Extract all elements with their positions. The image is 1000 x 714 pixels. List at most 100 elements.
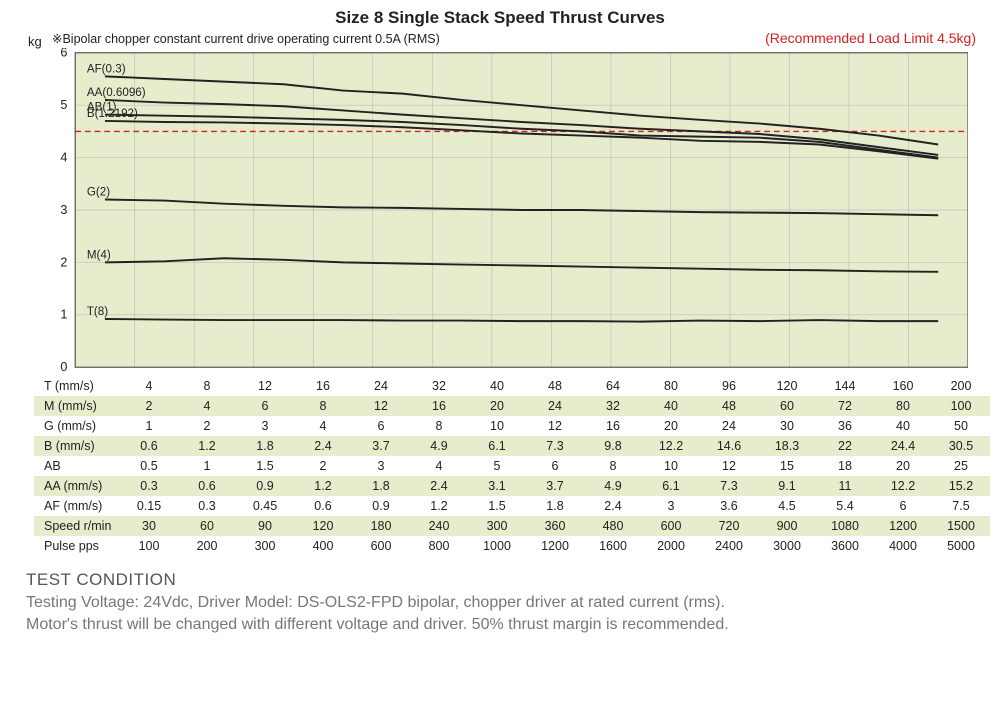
table-cell: 1000 — [468, 536, 526, 556]
table-cell: 72 — [816, 396, 874, 416]
table-cell: 16 — [294, 376, 352, 396]
table-cell: 14.6 — [700, 436, 758, 456]
test-condition-block: TEST CONDITION Testing Voltage: 24Vdc, D… — [26, 570, 982, 635]
table-cell: 6 — [874, 496, 932, 516]
table-cell: 2 — [120, 396, 178, 416]
table-cell: 1200 — [874, 516, 932, 536]
y-tick-label: 3 — [60, 203, 67, 217]
series-label: M(4) — [87, 249, 111, 262]
row-header: AB — [34, 456, 120, 476]
table-cell: 20 — [874, 456, 932, 476]
table-cell: 5 — [468, 456, 526, 476]
table-cell: 48 — [700, 396, 758, 416]
chart-area: 0123456AF(0.3)AA(0.6096)AB(1)B(1.2192)G(… — [48, 48, 982, 372]
table-cell: 600 — [642, 516, 700, 536]
table-row: AB0.511.5234568101215182025 — [34, 456, 990, 476]
row-header: Speed r/min — [34, 516, 120, 536]
table-cell: 2 — [294, 456, 352, 476]
table-cell: 3.7 — [526, 476, 584, 496]
table-cell: 12 — [700, 456, 758, 476]
table-cell: 22 — [816, 436, 874, 456]
table-cell: 9.8 — [584, 436, 642, 456]
table-cell: 8 — [294, 396, 352, 416]
row-header: AA (mm/s) — [34, 476, 120, 496]
table-cell: 900 — [758, 516, 816, 536]
table-cell: 1080 — [816, 516, 874, 536]
y-tick-label: 2 — [60, 255, 67, 269]
y-axis-unit: kg — [28, 34, 42, 49]
table-cell: 30 — [120, 516, 178, 536]
table-cell: 16 — [584, 416, 642, 436]
table-cell: 16 — [410, 396, 468, 416]
table-cell: 18.3 — [758, 436, 816, 456]
table-cell: 10 — [468, 416, 526, 436]
table-cell: 7.5 — [932, 496, 990, 516]
table-cell: 40 — [874, 416, 932, 436]
table-cell: 600 — [352, 536, 410, 556]
table-cell: 1.8 — [352, 476, 410, 496]
y-tick-label: 4 — [60, 150, 67, 164]
table-cell: 0.6 — [120, 436, 178, 456]
table-cell: 100 — [120, 536, 178, 556]
row-header: B (mm/s) — [34, 436, 120, 456]
table-cell: 3.7 — [352, 436, 410, 456]
table-cell: 6.1 — [642, 476, 700, 496]
series-label: AA(0.6096) — [87, 86, 146, 99]
table-cell: 0.5 — [120, 456, 178, 476]
table-cell: 0.6 — [178, 476, 236, 496]
table-cell: 3600 — [816, 536, 874, 556]
table-row: G (mm/s)123468101216202430364050 — [34, 416, 990, 436]
table-cell: 9.1 — [758, 476, 816, 496]
table-cell: 36 — [816, 416, 874, 436]
table-cell: 240 — [410, 516, 468, 536]
y-tick-label: 1 — [60, 308, 67, 322]
table-cell: 24 — [352, 376, 410, 396]
table-cell: 32 — [410, 376, 468, 396]
table-cell: 120 — [294, 516, 352, 536]
table-cell: 8 — [584, 456, 642, 476]
row-header: AF (mm/s) — [34, 496, 120, 516]
table-cell: 6 — [236, 396, 294, 416]
series-label: B(1.2192) — [87, 107, 138, 120]
table-row: M (mm/s)246812162024324048607280100 — [34, 396, 990, 416]
table-cell: 2.4 — [294, 436, 352, 456]
table-cell: 3 — [236, 416, 294, 436]
table-cell: 2.4 — [410, 476, 468, 496]
table-cell: 1.8 — [526, 496, 584, 516]
table-row: AA (mm/s)0.30.60.91.21.82.43.13.74.96.17… — [34, 476, 990, 496]
table-cell: 120 — [758, 376, 816, 396]
table-cell: 12.2 — [642, 436, 700, 456]
table-cell: 300 — [236, 536, 294, 556]
table-cell: 12.2 — [874, 476, 932, 496]
table-cell: 1500 — [932, 516, 990, 536]
table-cell: 3.1 — [468, 476, 526, 496]
table-cell: 0.6 — [294, 496, 352, 516]
table-cell: 7.3 — [526, 436, 584, 456]
table-cell: 24.4 — [874, 436, 932, 456]
table-cell: 144 — [816, 376, 874, 396]
test-condition-line2: Motor's thrust will be changed with diff… — [26, 614, 982, 636]
table-cell: 1.2 — [294, 476, 352, 496]
table-cell: 200 — [932, 376, 990, 396]
table-cell: 30.5 — [932, 436, 990, 456]
y-tick-label: 6 — [60, 48, 67, 60]
series-label: G(2) — [87, 186, 110, 199]
table-cell: 720 — [700, 516, 758, 536]
table-cell: 6 — [352, 416, 410, 436]
table-cell: 400 — [294, 536, 352, 556]
row-header: M (mm/s) — [34, 396, 120, 416]
table-cell: 480 — [584, 516, 642, 536]
series-label: AF(0.3) — [87, 62, 126, 75]
table-cell: 4.9 — [410, 436, 468, 456]
y-tick-label: 5 — [60, 98, 67, 112]
table-cell: 1.8 — [236, 436, 294, 456]
table-cell: 4 — [178, 396, 236, 416]
load-limit-warning: (Recommended Load Limit 4.5kg) — [765, 30, 982, 46]
table-cell: 18 — [816, 456, 874, 476]
table-row: AF (mm/s)0.150.30.450.60.91.21.51.82.433… — [34, 496, 990, 516]
table-cell: 20 — [468, 396, 526, 416]
table-cell: 1.5 — [236, 456, 294, 476]
table-cell: 90 — [236, 516, 294, 536]
table-cell: 1200 — [526, 536, 584, 556]
table-cell: 96 — [700, 376, 758, 396]
